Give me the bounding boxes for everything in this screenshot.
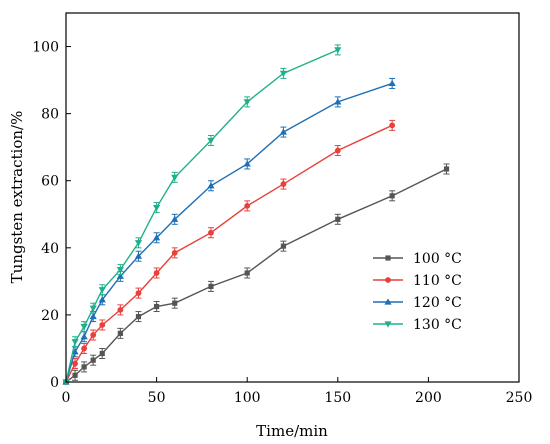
data-point xyxy=(334,98,342,105)
data-point xyxy=(153,234,161,241)
y-tick-label: 20 xyxy=(41,308,59,324)
data-point xyxy=(171,215,179,222)
data-point xyxy=(135,313,142,320)
plot-marks xyxy=(62,44,450,386)
data-point xyxy=(171,174,179,181)
data-point xyxy=(90,357,96,363)
data-point xyxy=(244,202,251,209)
y-tick-label: 40 xyxy=(41,241,59,257)
series-3 xyxy=(62,44,342,386)
data-point xyxy=(72,372,78,378)
x-axis: 0 50 100 150 200 250 xyxy=(62,377,533,406)
data-point xyxy=(71,339,79,346)
legend: 100 °C 110 °C 120 °C 130 °C xyxy=(373,251,462,333)
data-point xyxy=(154,303,160,310)
data-point xyxy=(134,240,143,247)
x-axis-title: Time/min xyxy=(256,422,328,440)
data-point xyxy=(389,122,396,129)
legend-label: 120 °C xyxy=(413,295,462,311)
x-tick-label: 200 xyxy=(415,390,442,406)
data-point xyxy=(388,79,396,87)
legend-item: 130 °C xyxy=(373,317,462,333)
y-axis-title: Tungsten extraction/% xyxy=(8,111,26,284)
x-tick-label: 100 xyxy=(234,390,261,406)
data-point xyxy=(81,364,87,370)
data-point xyxy=(81,345,88,352)
data-point xyxy=(334,147,341,154)
data-point xyxy=(98,287,106,294)
data-point xyxy=(280,181,287,187)
data-point xyxy=(153,204,161,212)
data-point xyxy=(443,166,450,172)
data-point xyxy=(172,300,178,306)
y-tick-label: 80 xyxy=(41,107,59,123)
x-tick-label: 150 xyxy=(324,390,351,406)
data-point xyxy=(135,290,142,297)
data-point xyxy=(243,160,251,167)
data-point xyxy=(80,333,88,340)
data-point xyxy=(89,312,97,320)
data-point xyxy=(89,305,97,312)
legend-item: 110 °C xyxy=(373,273,462,289)
data-point xyxy=(117,330,123,336)
series-0 xyxy=(63,163,450,385)
y-tick-label: 0 xyxy=(50,375,59,391)
data-point xyxy=(134,252,143,259)
y-tick-label: 100 xyxy=(32,40,59,56)
data-point xyxy=(244,270,250,276)
data-point xyxy=(99,350,105,357)
legend-item: 120 °C xyxy=(373,295,462,311)
data-point xyxy=(385,277,391,283)
data-point xyxy=(384,298,392,305)
data-point xyxy=(280,243,287,249)
y-axis: 0 20 40 60 80 100 xyxy=(32,40,71,391)
y-tick-label: 60 xyxy=(41,174,59,190)
legend-label: 110 °C xyxy=(413,273,462,289)
x-tick-label: 50 xyxy=(148,390,166,406)
data-point xyxy=(208,283,214,289)
data-point xyxy=(116,272,124,279)
legend-item: 100 °C xyxy=(373,251,462,267)
data-point xyxy=(385,255,391,261)
data-point xyxy=(99,322,106,328)
plot-frame xyxy=(65,12,520,383)
x-tick-label: 0 xyxy=(62,390,71,406)
legend-label: 100 °C xyxy=(413,251,462,267)
series-line xyxy=(65,82,393,383)
legend-label: 130 °C xyxy=(413,317,462,333)
data-point xyxy=(208,229,214,236)
data-point xyxy=(207,182,215,189)
data-point xyxy=(72,360,78,367)
data-point xyxy=(279,128,288,135)
data-point xyxy=(80,324,88,331)
x-tick-label: 250 xyxy=(506,390,533,406)
data-point xyxy=(389,193,395,199)
data-point xyxy=(243,99,251,106)
data-point xyxy=(335,216,341,222)
data-point xyxy=(279,70,288,77)
data-point xyxy=(207,137,215,145)
data-point xyxy=(98,296,106,303)
data-point xyxy=(384,321,392,328)
data-point xyxy=(117,306,124,313)
data-point xyxy=(153,270,160,276)
data-point xyxy=(171,249,178,256)
data-point xyxy=(90,332,97,338)
data-point xyxy=(334,47,342,54)
data-point xyxy=(116,267,124,274)
